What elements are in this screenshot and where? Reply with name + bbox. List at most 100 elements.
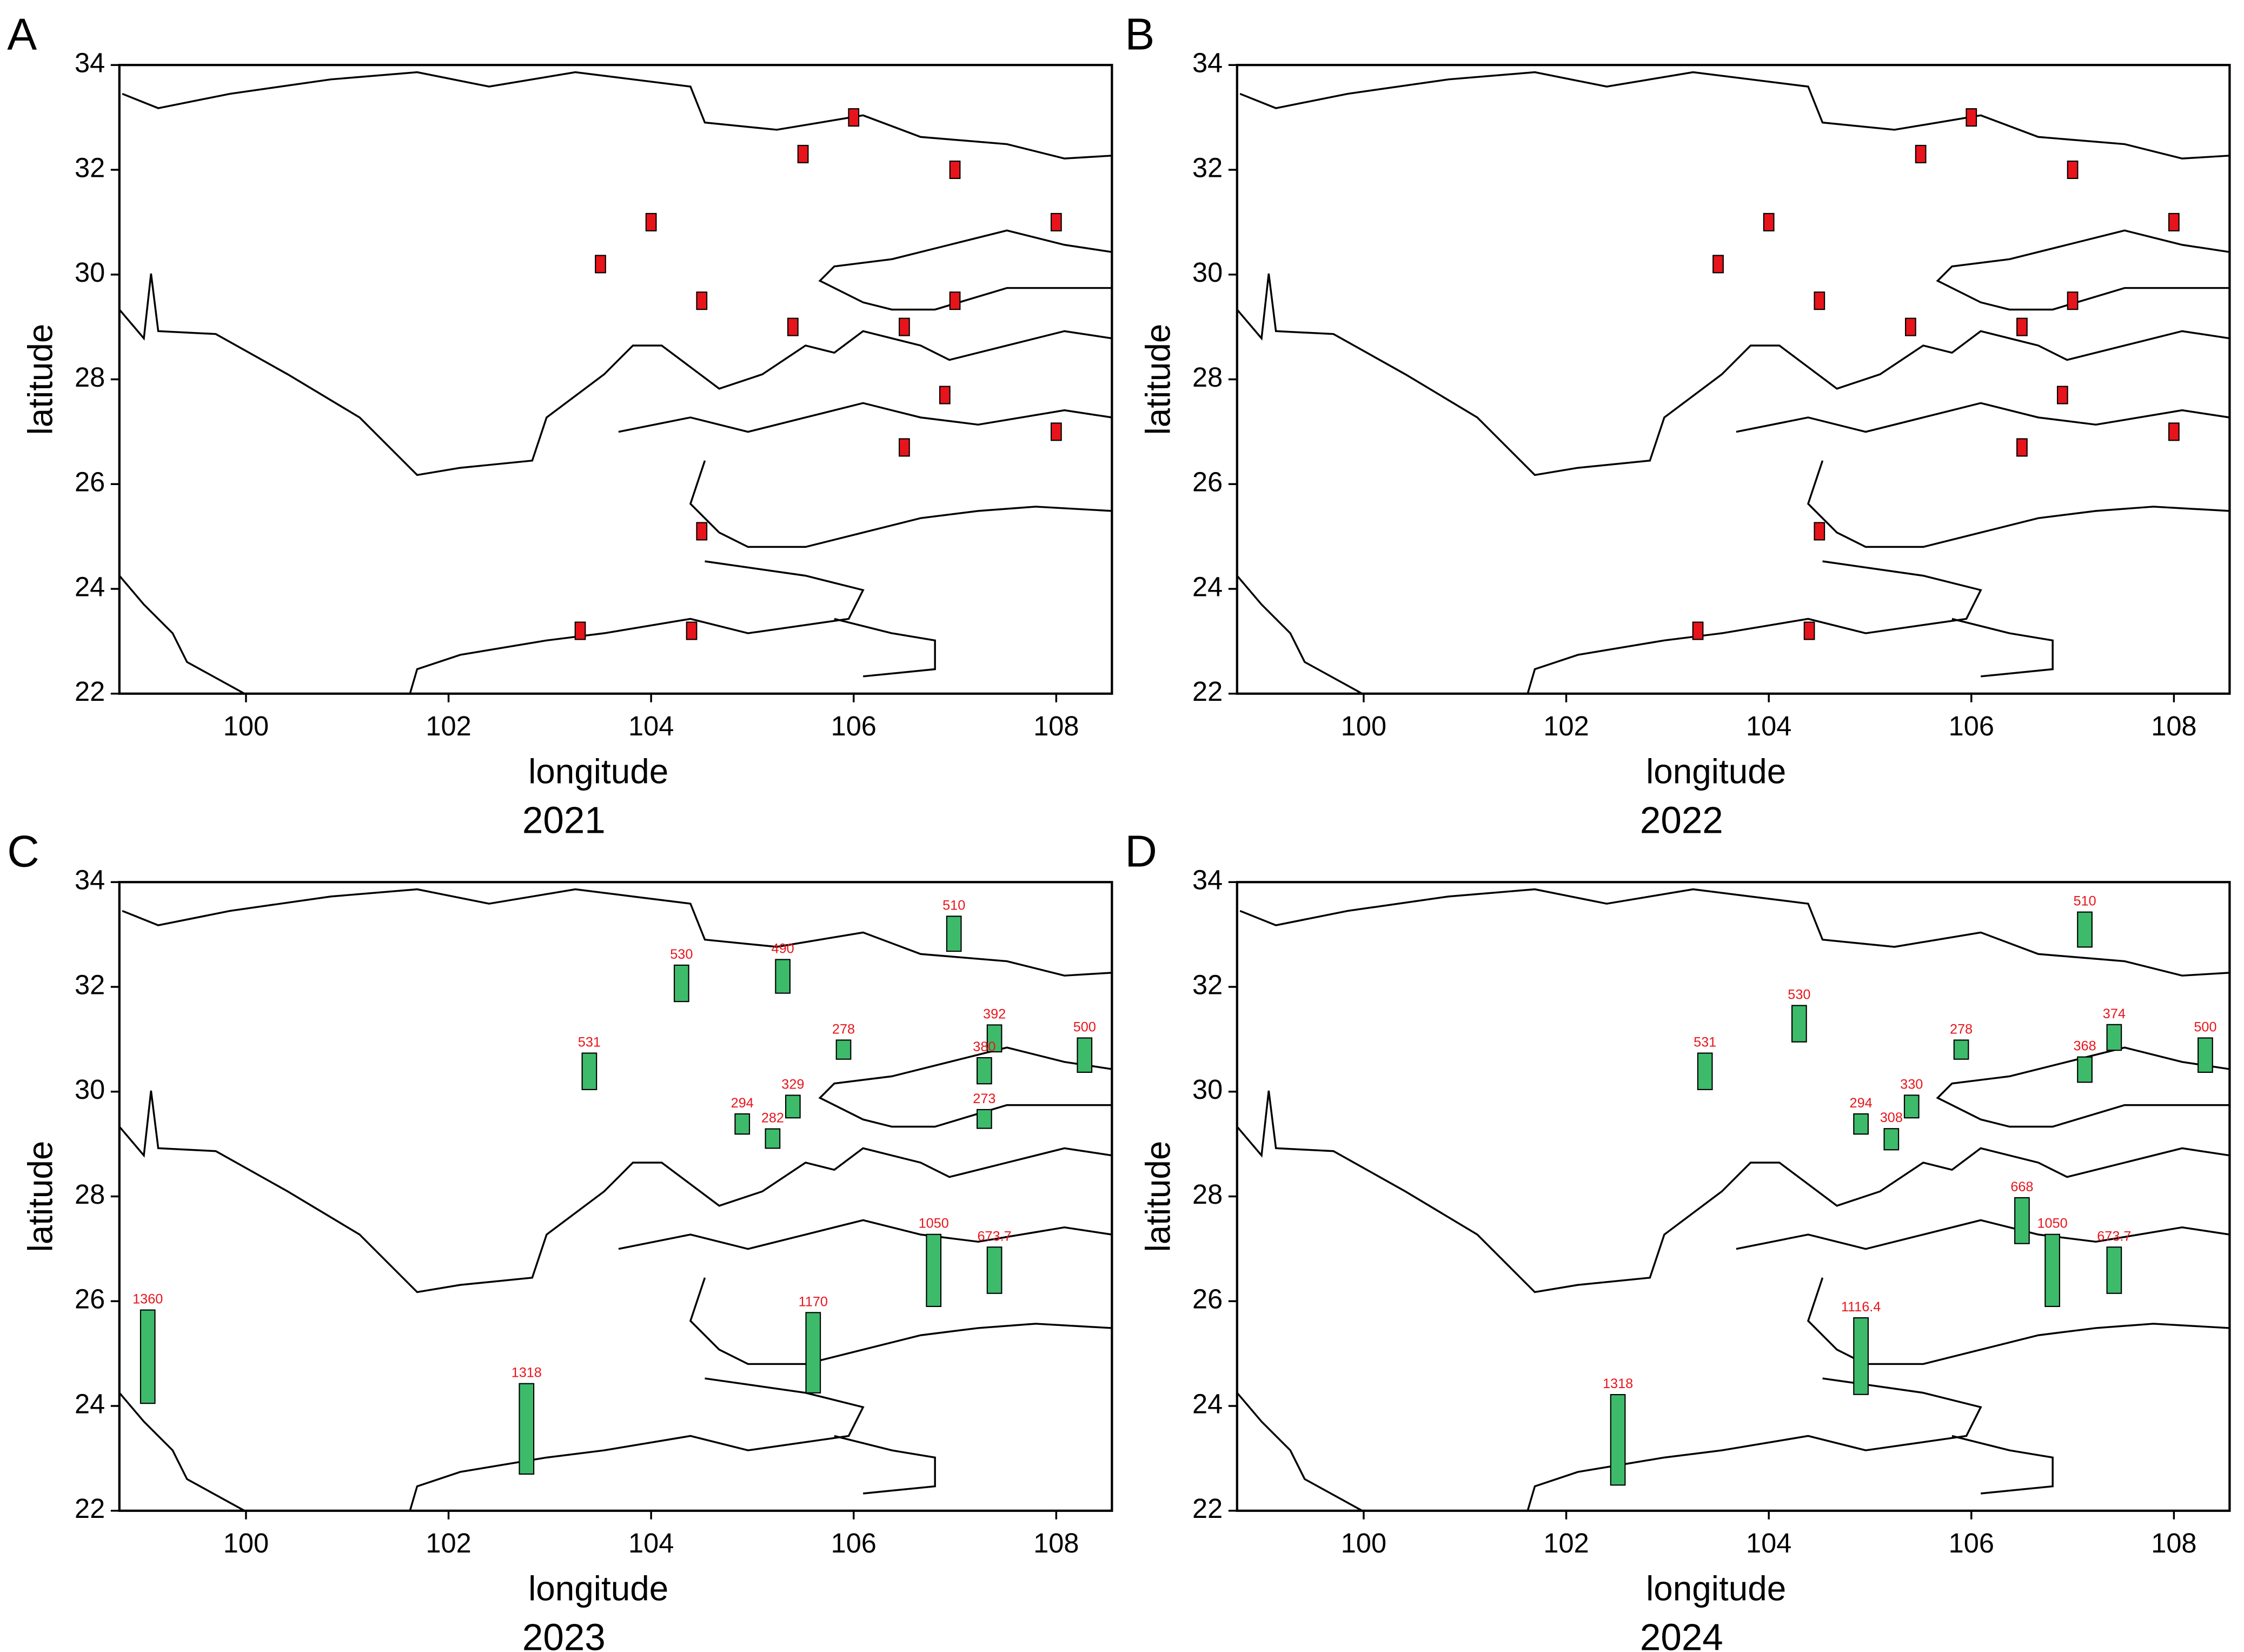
site-marker: [848, 108, 860, 127]
x-tick-label: 108: [2151, 1528, 2196, 1558]
value-label: 500: [1073, 1020, 1096, 1035]
y-axis-label: latitude: [1139, 1141, 1178, 1252]
y-tick-label: 28: [1192, 1179, 1223, 1210]
value-label: 368: [2073, 1039, 2096, 1054]
y-tick-label: 26: [75, 1284, 105, 1315]
y-tick-label: 28: [1192, 362, 1223, 393]
panel: D 100 102 104 106 108 22 24 26 28 30 32 34 longitude l…: [1125, 826, 2231, 1652]
value-label: 530: [1788, 987, 1810, 1003]
y-tick-label: 26: [75, 467, 105, 497]
y-tick-label: 22: [1192, 1493, 1223, 1524]
site-marker: [1692, 621, 1704, 640]
x-axis-label: longitude: [528, 752, 668, 791]
y-tick-label: 32: [1192, 969, 1223, 1000]
value-label: 1050: [2037, 1216, 2068, 1231]
value-label: 1318: [1603, 1376, 1633, 1391]
site-marker: [574, 621, 586, 640]
x-tick-label: 104: [1746, 711, 1791, 741]
x-axis-label: longitude: [1646, 1569, 1786, 1608]
value-bar: [1077, 1037, 1093, 1073]
x-tick-label: 100: [1341, 1528, 1386, 1558]
value-bar: [2197, 1037, 2213, 1073]
plot-frame: [118, 64, 1113, 695]
y-tick-label: 32: [75, 969, 105, 1000]
x-tick-label: 106: [831, 711, 877, 741]
site-marker: [595, 255, 606, 274]
y-tick-label: 34: [75, 48, 105, 78]
x-tick-label: 106: [1949, 1528, 1994, 1558]
panel-label: B: [1125, 9, 1154, 59]
y-tick-label: 34: [1192, 865, 1223, 895]
site-marker: [2168, 213, 2180, 231]
site-marker: [797, 144, 809, 163]
value-label: 531: [578, 1035, 601, 1050]
value-bar: [1853, 1113, 1869, 1135]
x-tick-label: 100: [1341, 711, 1386, 741]
y-tick-label: 30: [75, 1074, 105, 1105]
value-label: 1360: [132, 1292, 163, 1307]
value-bar: [775, 959, 791, 994]
value-bar: [2077, 911, 2093, 948]
value-bar: [581, 1052, 597, 1090]
value-label: 510: [2073, 894, 2096, 909]
x-tick-label: 104: [628, 711, 674, 741]
y-tick-label: 28: [75, 362, 105, 393]
value-bar: [977, 1057, 992, 1085]
value-label: 294: [1850, 1096, 1873, 1111]
site-marker: [696, 522, 708, 541]
value-bar: [785, 1094, 801, 1119]
site-marker: [1966, 108, 1977, 127]
y-tick-label: 34: [75, 865, 105, 895]
y-tick-label: 22: [1192, 676, 1223, 707]
value-label: 329: [781, 1077, 804, 1092]
site-marker: [949, 291, 961, 310]
boundary-lines: [1237, 888, 2230, 1511]
site-marker: [1050, 213, 1062, 231]
map-area: [119, 71, 1112, 694]
map-area: [119, 888, 1112, 1511]
site-marker: [949, 160, 961, 180]
y-axis-label: latitude: [1139, 324, 1178, 435]
site-marker: [1814, 291, 1825, 310]
value-bar: [2106, 1246, 2122, 1294]
value-label: 673.7: [2097, 1229, 2131, 1244]
value-bar: [519, 1383, 535, 1475]
site-marker: [899, 317, 910, 336]
value-bar: [986, 1246, 1003, 1294]
y-tick-label: 24: [1192, 1388, 1223, 1419]
value-label: 392: [983, 1006, 1006, 1021]
value-label: 510: [942, 898, 965, 913]
boundary-lines: [119, 71, 1112, 694]
x-tick-label: 106: [831, 1528, 877, 1558]
x-axis-label: longitude: [528, 1569, 668, 1608]
boundary-lines: [119, 888, 1112, 1511]
site-marker: [2168, 422, 2180, 441]
value-label: 668: [2010, 1179, 2033, 1195]
y-tick-label: 24: [75, 571, 105, 602]
site-marker: [787, 317, 799, 336]
value-label: 673.7: [977, 1229, 1011, 1244]
value-bar: [1953, 1039, 1969, 1060]
y-tick-label: 24: [75, 1388, 105, 1419]
year-caption: 2023: [522, 1616, 606, 1652]
value-label: 1170: [799, 1294, 828, 1309]
year-caption: 2024: [1640, 1616, 1723, 1652]
site-marker: [696, 291, 708, 310]
x-tick-label: 106: [1949, 711, 1994, 741]
value-label: 282: [761, 1111, 784, 1126]
value-bar: [2077, 1056, 2093, 1083]
x-tick-label: 108: [2151, 711, 2196, 741]
y-tick-label: 30: [1192, 257, 1223, 288]
site-marker: [1814, 522, 1825, 541]
value-bar: [734, 1113, 751, 1135]
value-label: 278: [832, 1021, 855, 1037]
panel-label: D: [1125, 826, 1157, 876]
value-bar: [946, 915, 962, 952]
site-marker: [2056, 386, 2068, 404]
plot-frame: [1236, 64, 2231, 695]
panel-label: C: [7, 826, 39, 876]
site-marker: [645, 213, 657, 231]
value-label: 273: [973, 1091, 995, 1106]
value-label: 278: [1950, 1021, 1973, 1037]
